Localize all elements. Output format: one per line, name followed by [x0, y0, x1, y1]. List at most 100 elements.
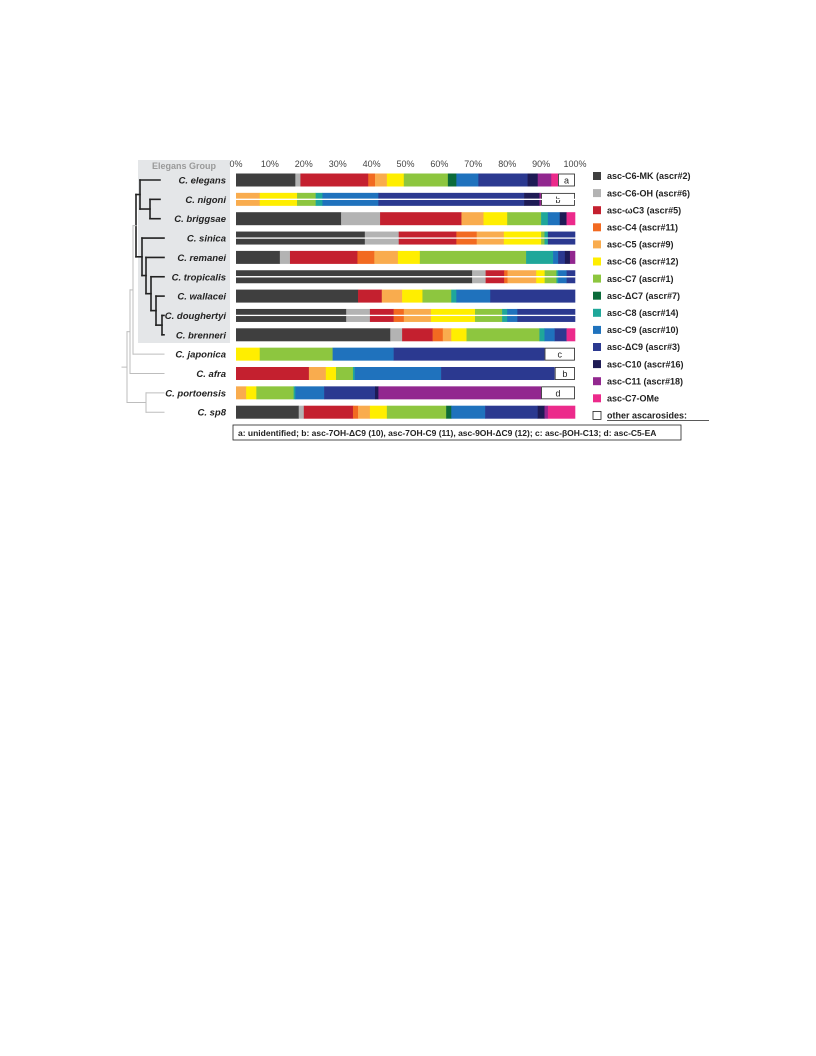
bar-segment-dC9: [485, 405, 539, 419]
species-label: C. remanei: [177, 253, 226, 264]
bar-segment-C7: [422, 289, 452, 303]
bar-segment-C5: [403, 308, 432, 315]
x-tick-label: 90%: [532, 159, 550, 169]
x-tick-label: 30%: [329, 159, 347, 169]
bar-segment-C4: [368, 173, 376, 187]
species-label: C. nigoni: [185, 195, 226, 206]
other-ascarosides-label: d: [556, 388, 561, 398]
bar-segment-C6: [451, 328, 467, 342]
bar-segment-OH6: [472, 277, 486, 284]
other-ascarosides-label: c: [557, 350, 562, 360]
bar-segment-wC3: [485, 277, 505, 284]
legend-label: asc-ωC3 (ascr#5): [607, 205, 681, 215]
legend-swatch: [592, 410, 602, 420]
bar-segment-C6: [259, 199, 298, 206]
bar-segment-OMe: [566, 212, 576, 226]
bar-segment-dC9: [554, 328, 567, 342]
bar-segment-MK: [236, 328, 391, 342]
bar-segment-C9: [456, 173, 479, 187]
legend-label: asc-ΔC9 (ascr#3): [607, 342, 680, 352]
bar-segment-C7: [474, 308, 503, 315]
bar-segment-C5: [381, 289, 403, 303]
footnote-text: a: unidentified; b: asc-7OH-ΔC9 (10), as…: [238, 428, 656, 438]
bar-segment-C7: [541, 238, 545, 245]
bar-segment-C5: [358, 405, 371, 419]
bar-segment-C9: [354, 367, 442, 380]
bar-segment-C5: [507, 270, 537, 277]
bar-segment-C8: [451, 289, 457, 303]
bar-segment-dC7: [446, 405, 452, 419]
bar-segment-MK: [236, 212, 342, 226]
bar-segment-C9: [558, 277, 567, 284]
bar-row: C. portoensis d: [165, 386, 576, 400]
bar-segment-C7: [507, 212, 542, 226]
footnote-box: a: unidentified; b: asc-7OH-ΔC9 (10), as…: [232, 424, 682, 441]
bar-segment-C7: [336, 367, 354, 380]
bar-segment-C4: [456, 231, 477, 238]
phylogenetic-tree: [121, 179, 165, 413]
legend-swatch: [593, 394, 601, 403]
legend-entry: asc-ΔC7 (ascr#7): [593, 291, 680, 301]
bar-segment-MK: [236, 405, 300, 419]
bar-segment-C5: [236, 192, 261, 199]
bar-segment-C10: [559, 212, 567, 226]
bar-segment-dC9: [517, 308, 576, 315]
bar-segment-C6: [430, 316, 476, 322]
legend-entry: asc-ωC3 (ascr#5): [593, 205, 681, 215]
bar-segment-C4: [393, 308, 405, 315]
species-label: C. brenneri: [176, 330, 227, 341]
legend-swatch: [593, 274, 601, 283]
x-tick-label: 20%: [295, 159, 313, 169]
legend-swatch: [593, 377, 601, 386]
bar-segment-dC9: [324, 386, 376, 400]
bar-row: C. wallacei: [177, 289, 576, 303]
bar-segment-wC3: [369, 308, 394, 315]
bar-segment-MK: [236, 231, 366, 238]
bar-segment-dC9: [547, 238, 576, 245]
bar-segment-OH6: [346, 316, 371, 322]
bar-segment-C11: [378, 386, 542, 400]
legend-label: asc-C7-OMe: [607, 394, 659, 404]
bar-segment-C9: [456, 289, 491, 303]
bar-segment-wC3: [398, 231, 457, 238]
legend-entry: other ascarosides:: [592, 410, 709, 421]
bar-segment-C5: [476, 238, 505, 245]
bar-segment-C4: [352, 405, 359, 419]
bar-segment-wC3: [300, 173, 369, 187]
other-ascarosides-box: [558, 173, 575, 187]
bar-segment-C11: [539, 192, 542, 199]
bar-segment-C7: [259, 347, 333, 361]
legend-label: asc-C4 (ascr#11): [607, 223, 678, 233]
bar-row: C. doughertyi: [165, 308, 576, 322]
x-tick-label: 100%: [563, 159, 586, 169]
species-label: C. sinica: [187, 234, 226, 245]
bar-segment-dC9: [558, 250, 566, 264]
bar-segment-C9: [451, 405, 486, 419]
species-label: C. doughertyi: [165, 311, 227, 322]
bar-segment-C9: [558, 270, 567, 277]
legend-swatch: [593, 223, 601, 232]
bar-segment-OH6: [346, 308, 371, 315]
legend-entry: asc-C9 (ascr#10): [593, 325, 679, 335]
legend-swatch: [593, 343, 601, 351]
bar-segment-C6: [483, 212, 508, 226]
bar-segment-C4: [357, 250, 375, 264]
bar-segment-C11: [537, 173, 552, 187]
legend-entry: asc-C5 (ascr#9): [593, 240, 674, 250]
bar-segment-C9: [332, 347, 394, 361]
bar-segment-C6: [386, 173, 405, 187]
bar-segment-OH6: [472, 270, 486, 277]
x-tick-label: 0%: [229, 159, 242, 169]
bar-segment-C4: [504, 277, 508, 284]
bar-segment-MK: [236, 308, 347, 315]
bar-row: C. brenneri: [176, 328, 576, 342]
bar-segment-C9: [507, 316, 518, 322]
species-label: C. briggsae: [174, 214, 226, 225]
bar-row: C. nigonib: [185, 192, 576, 206]
bar-segment-dC9: [517, 316, 576, 322]
bar-segment-C4: [504, 270, 508, 277]
bar-segment-C7: [474, 316, 503, 322]
bar-segment-C7: [256, 386, 294, 400]
